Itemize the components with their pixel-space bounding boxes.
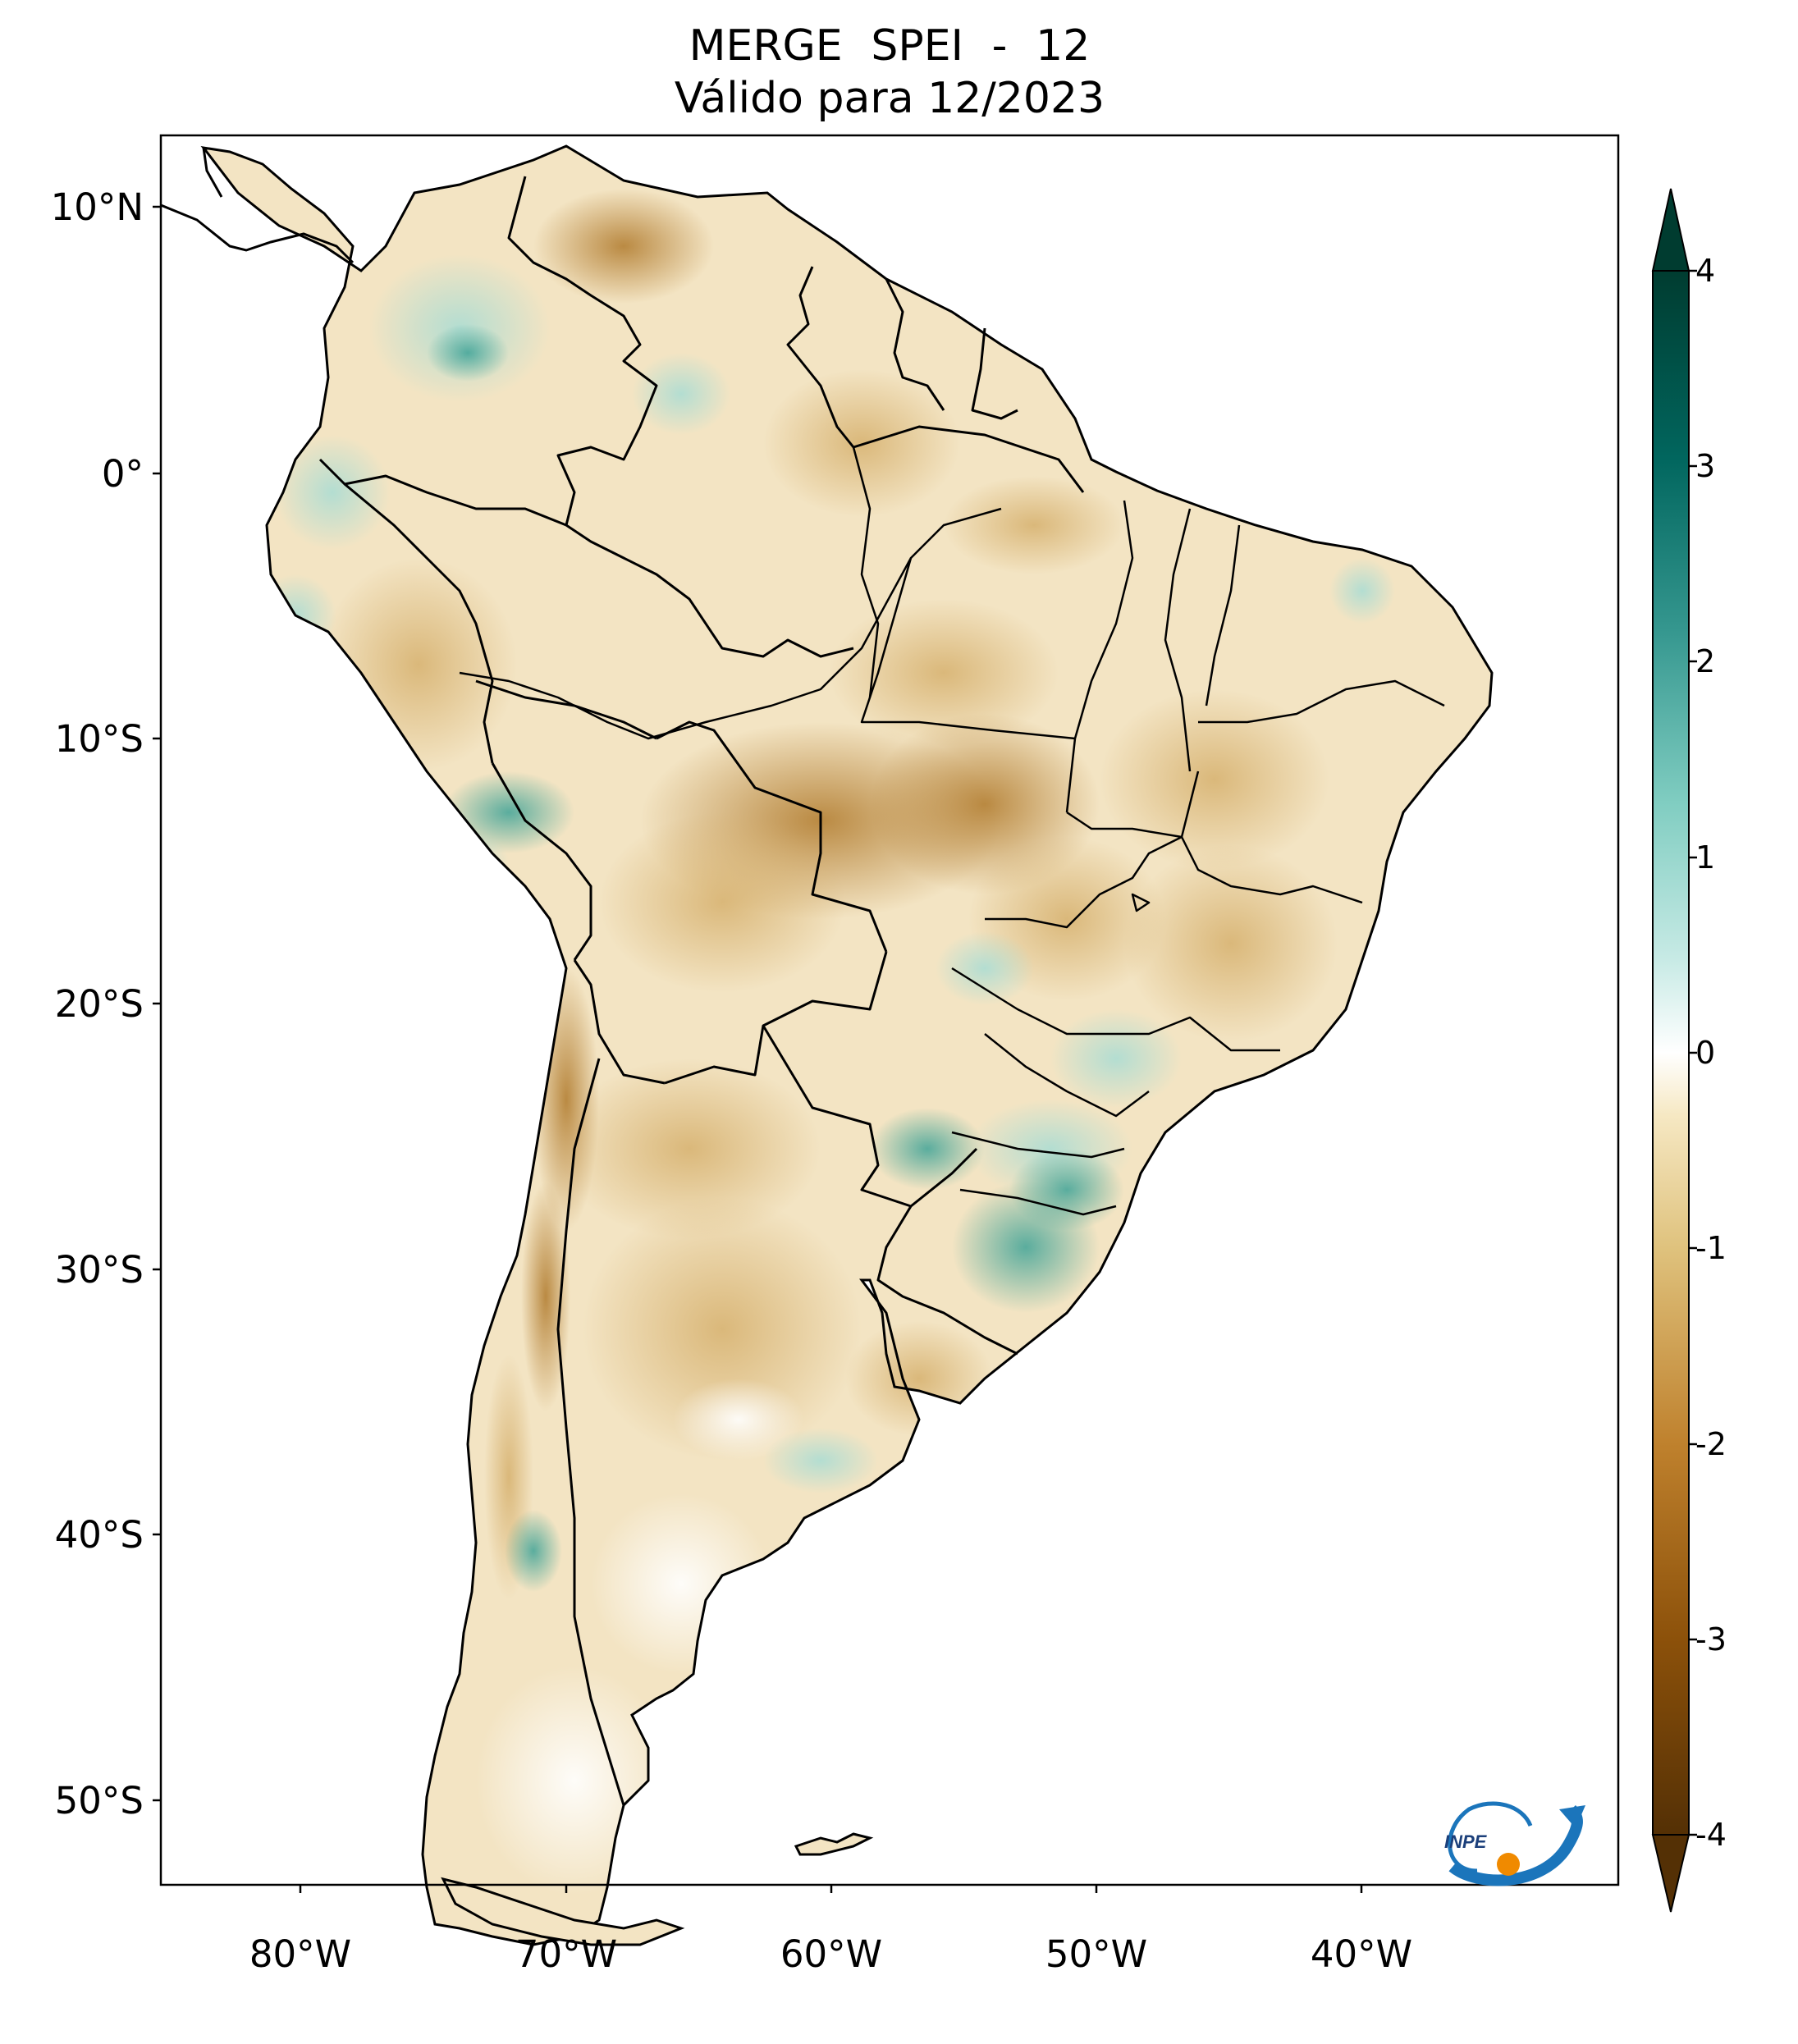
lat-label-0: 0° bbox=[101, 452, 144, 496]
map-subtitle: Válido para 12/2023 bbox=[674, 74, 1105, 123]
lon-label-70w: 70°W bbox=[515, 1932, 618, 1976]
guianas-south-border bbox=[853, 425, 1085, 493]
north-brazil-border bbox=[565, 524, 854, 658]
lat-label-40s: 40°S bbox=[54, 1513, 144, 1557]
colorbar-bar bbox=[1652, 270, 1690, 1836]
venezuela-guyana-border bbox=[786, 266, 855, 448]
mg-southern-border bbox=[951, 967, 1280, 1052]
lat-ticks bbox=[153, 205, 161, 1802]
ecuador-peru-border bbox=[344, 482, 494, 764]
ne-south-border bbox=[1198, 679, 1445, 724]
lon-ticks bbox=[299, 1885, 1363, 1893]
colorbar-label-4: 4 bbox=[1695, 253, 1716, 289]
sp-border bbox=[984, 1033, 1150, 1118]
parana-border bbox=[951, 1131, 1125, 1159]
lon-label-80w: 80°W bbox=[249, 1932, 352, 1976]
colorbar-label-1: 1 bbox=[1695, 839, 1716, 876]
central-america-border bbox=[202, 147, 223, 198]
lat-label-30s: 30°S bbox=[54, 1248, 144, 1292]
para-maranhao-border bbox=[1065, 500, 1134, 813]
colombia-venezuela-border bbox=[507, 176, 658, 526]
maranhao-piaui-border bbox=[1164, 508, 1192, 772]
lat-label-20s: 20°S bbox=[54, 982, 144, 1026]
falkland-islands bbox=[794, 1832, 874, 1856]
paraguay-border bbox=[762, 1025, 978, 1208]
goias-border bbox=[985, 835, 1183, 929]
peru-bolivia-border bbox=[491, 762, 592, 961]
colorbar bbox=[1651, 188, 1697, 1913]
lon-label-60w: 60°W bbox=[780, 1932, 883, 1976]
colorbar-label-neg1: -1 bbox=[1695, 1230, 1727, 1266]
lat-label-10s: 10°S bbox=[54, 717, 144, 761]
colorbar-top-extend bbox=[1651, 188, 1690, 272]
tocantins-bahia-border bbox=[1066, 771, 1200, 839]
bahia-mg-border bbox=[1180, 836, 1363, 904]
colorbar-label-neg3: -3 bbox=[1695, 1621, 1727, 1658]
uruguay-border bbox=[876, 1205, 1018, 1356]
inpe-logo-text: INPE bbox=[1444, 1831, 1487, 1852]
colorbar-label-3: 3 bbox=[1695, 448, 1716, 484]
df-border bbox=[1131, 893, 1151, 912]
central-america-coast bbox=[160, 203, 355, 264]
colorbar-bottom-extend bbox=[1651, 1834, 1690, 1913]
tierra-del-fuego bbox=[441, 1877, 685, 1946]
lon-label-50w: 50°W bbox=[1045, 1932, 1148, 1976]
colorbar-label-neg2: -2 bbox=[1695, 1426, 1727, 1462]
colorbar-label-2: 2 bbox=[1695, 643, 1716, 679]
inpe-logo-icon bbox=[1448, 1801, 1585, 1886]
colorbar-label-neg4: -4 bbox=[1695, 1817, 1727, 1853]
piaui-ceara-border bbox=[1205, 524, 1241, 706]
lon-label-40w: 40°W bbox=[1310, 1932, 1413, 1976]
amazonas-para-border bbox=[459, 507, 1002, 740]
colorbar-label-0: 0 bbox=[1695, 1035, 1716, 1071]
suriname-guiana-border bbox=[971, 327, 1018, 420]
lat-label-50s: 50°S bbox=[54, 1779, 144, 1822]
bolivia-chile-border bbox=[573, 959, 666, 1085]
guyana-suriname-border bbox=[885, 278, 945, 411]
map-frame bbox=[159, 134, 1620, 1886]
state-borders bbox=[459, 446, 1445, 1216]
lat-label-10n: 10°N bbox=[50, 185, 144, 229]
spei-field bbox=[254, 189, 1395, 1895]
chile-argentina-border bbox=[556, 1058, 625, 1806]
santa-catarina-border bbox=[959, 1188, 1117, 1216]
para-mato-grosso-border bbox=[860, 557, 1076, 740]
roraima-amazonas-border bbox=[852, 446, 880, 698]
map-title: MERGE SPEI - 12 bbox=[689, 21, 1091, 71]
